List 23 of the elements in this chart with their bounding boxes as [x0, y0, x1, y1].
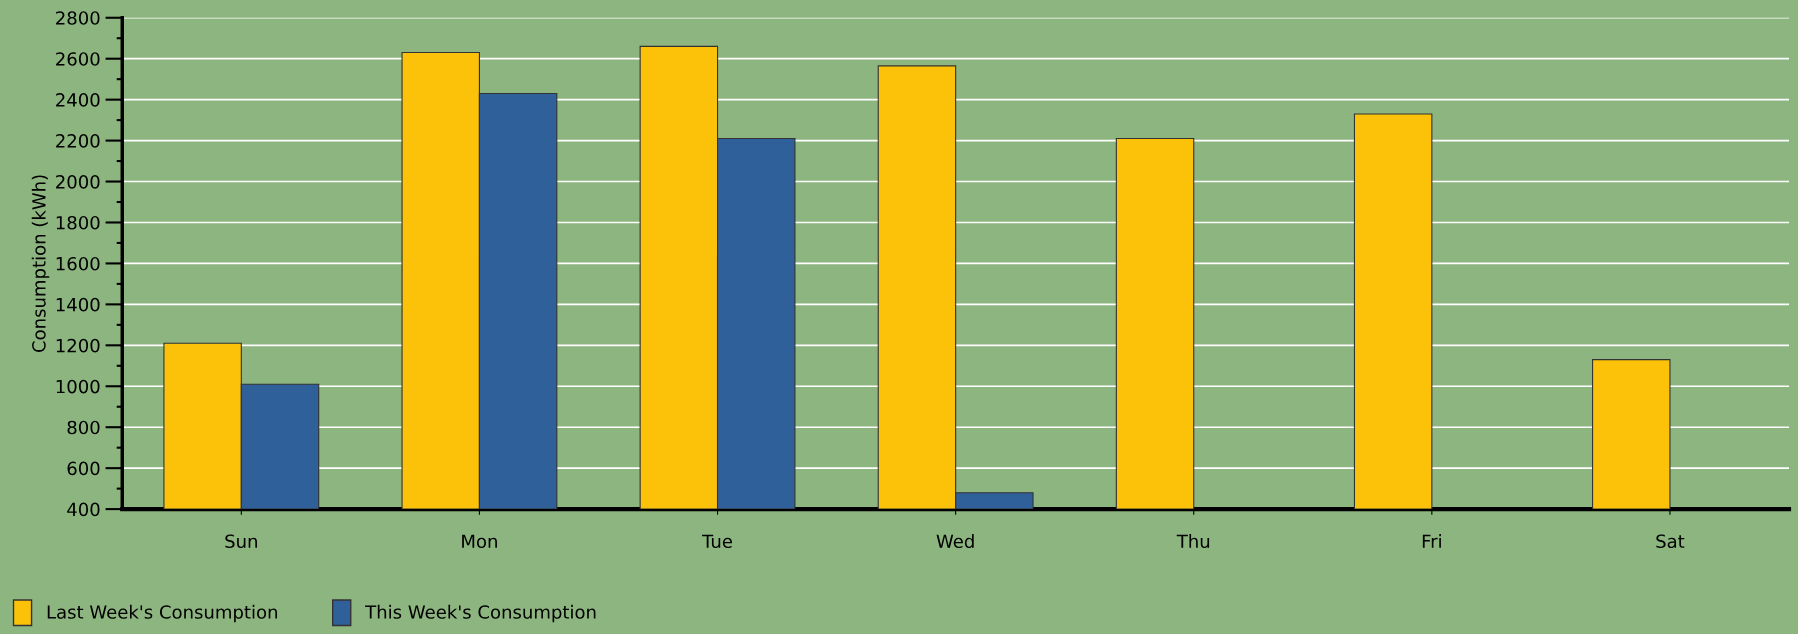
y-tick-label: 2400 [56, 93, 100, 107]
y-tick-label: 2200 [56, 134, 100, 148]
y-tick-label: 1600 [56, 256, 100, 271]
y-axis-title: Consumption (kWh) [31, 175, 50, 352]
y-tick-label: 2000 [56, 174, 100, 189]
y-tick-label: 800 [67, 420, 100, 435]
legend-label: This Week's Consumption [365, 604, 596, 623]
x-tick-label: Tue [702, 534, 732, 549]
x-tick-label: Sun [225, 534, 257, 549]
y-tick-label: 2800 [56, 11, 100, 25]
y-tick-label: 400 [67, 502, 100, 517]
x-tick-label: Mon [462, 534, 497, 549]
y-tick-label: 1800 [56, 215, 100, 230]
y-tick-label: 1400 [56, 297, 100, 312]
y-tick-label: 2600 [56, 52, 100, 66]
y-tick-label: 600 [67, 461, 100, 476]
x-tick-label: Fri [1422, 534, 1441, 548]
y-tick-label: 1000 [56, 379, 100, 394]
x-tick-label: Wed [936, 534, 974, 549]
legend-label: Last Week's Consumption [47, 604, 277, 623]
x-tick-label: Sat [1656, 534, 1685, 549]
x-tick-label: Thu [1176, 534, 1210, 549]
y-tick-label: 1200 [56, 338, 100, 353]
